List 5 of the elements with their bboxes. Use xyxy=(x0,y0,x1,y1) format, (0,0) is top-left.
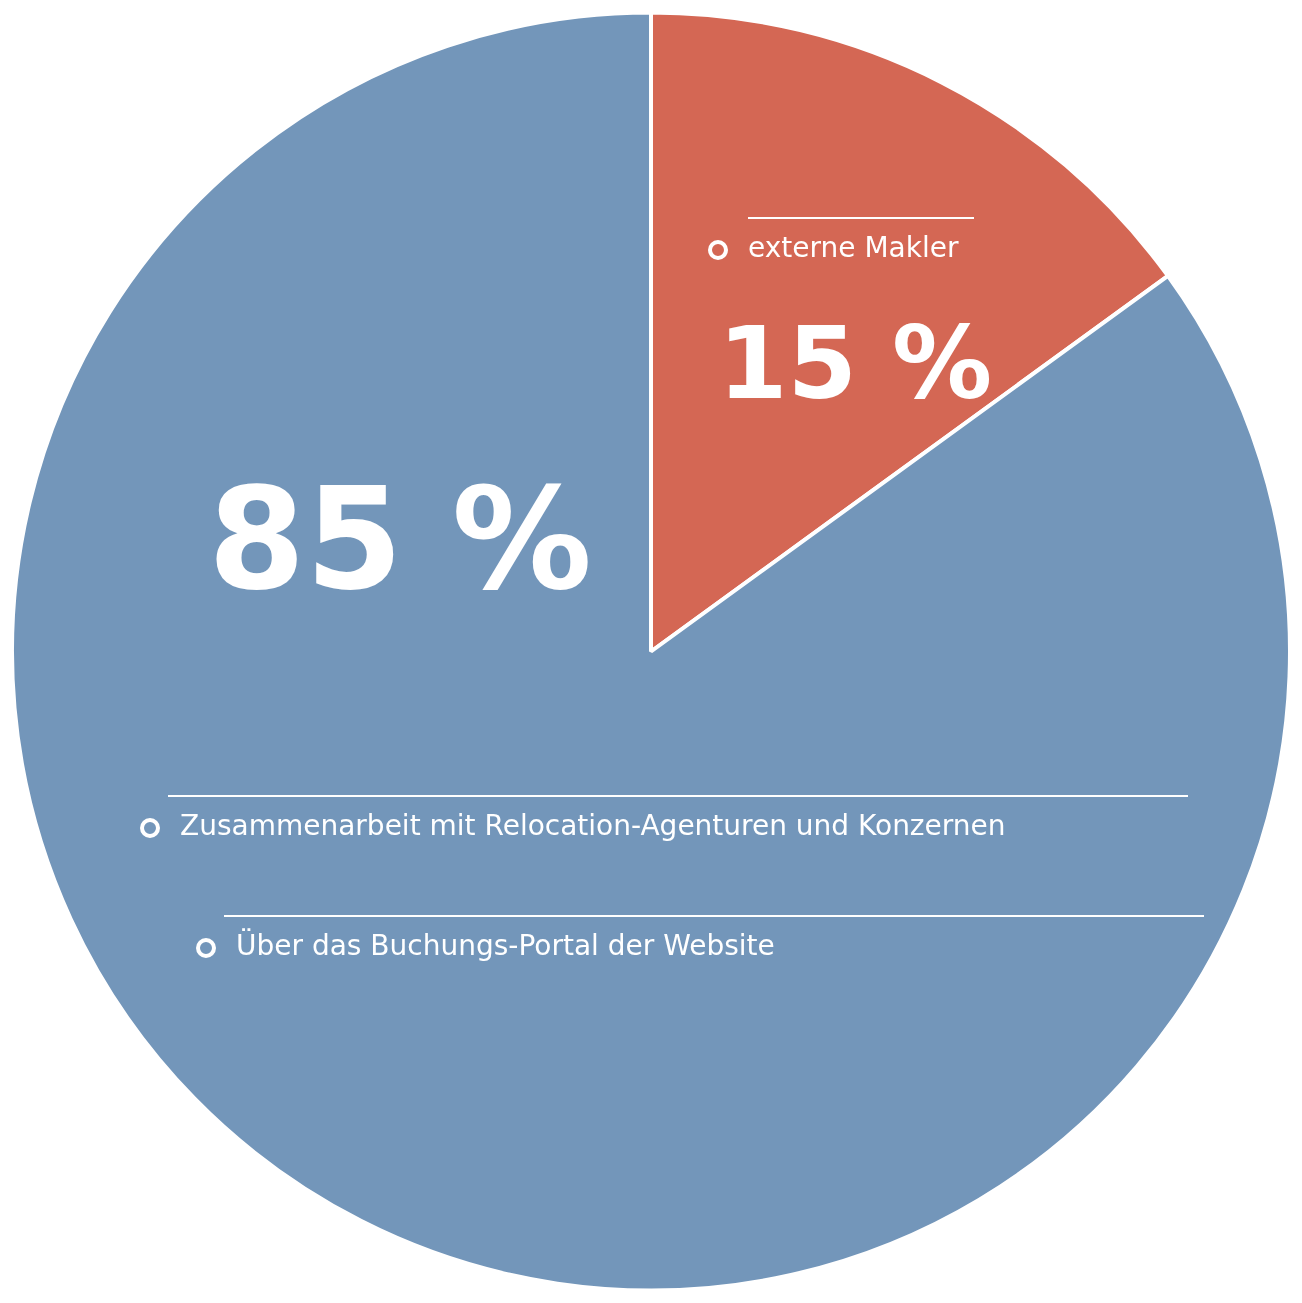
legend-label: externe Makler xyxy=(748,231,959,265)
data-label: 85 % xyxy=(208,458,592,622)
text: Zusammenarbeit mit Relocation-Agenturen und Konzernen xyxy=(180,809,1006,843)
text: Über das Buchungs-Portal der Website xyxy=(236,928,775,963)
data-label: 15 % xyxy=(717,304,993,422)
